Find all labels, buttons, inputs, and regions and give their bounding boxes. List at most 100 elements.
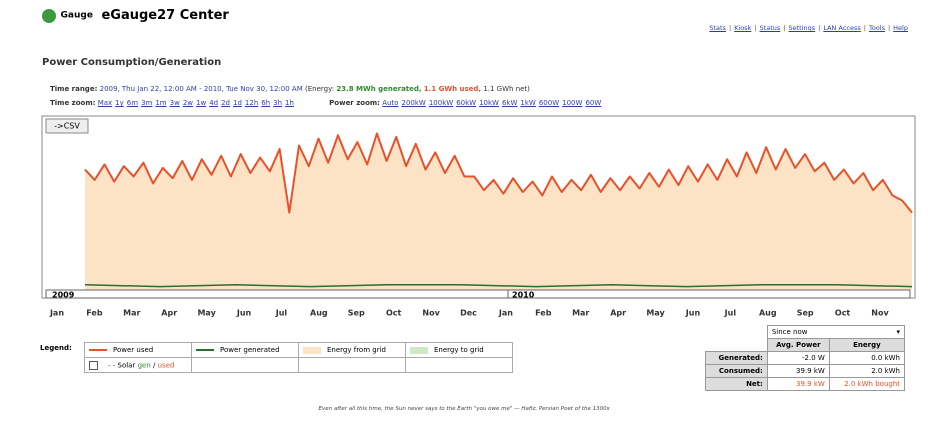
- row-label: Generated:: [705, 351, 768, 365]
- header: Energy: [828, 338, 906, 352]
- stats: Since now ▾ Avg. Power Energy Generated: -2…: [705, 325, 906, 391]
- net: 1.1 GWh net): [483, 85, 530, 93]
- x-tick-label: Aug: [310, 309, 328, 318]
- swatch: [410, 346, 428, 354]
- energy-prefix: (Energy:: [304, 85, 335, 93]
- zoom-link[interactable]: Auto: [382, 99, 399, 107]
- legend-item: Power used: [84, 342, 192, 358]
- label: Time zoom:: [50, 99, 96, 107]
- header: Avg. Power: [766, 338, 830, 352]
- nav-link[interactable]: LAN Access: [823, 24, 861, 32]
- period[interactable]: Since now: [771, 328, 808, 336]
- nav-link[interactable]: Help: [893, 24, 908, 32]
- x-tick-label: Jul: [275, 309, 288, 318]
- year-strip: [45, 289, 911, 299]
- legend-text: Energy to grid: [434, 346, 484, 354]
- zoom-link[interactable]: 60kW: [456, 99, 477, 107]
- nav-link[interactable]: Kiosk: [734, 24, 752, 32]
- series-line: [84, 132, 913, 214]
- zoom-link[interactable]: 600W: [538, 99, 560, 107]
- used: 1.1 GWh used,: [423, 85, 482, 93]
- x-tick-label: Jul: [724, 309, 737, 318]
- zoom-bar: Time zoom: Max 1y 6m 3m 1m 3w 2w 1w 4d 2d 1d 12h 6h 3…: [50, 99, 604, 107]
- cell: 2.0 kWh bought: [828, 377, 906, 391]
- legend-item: [191, 357, 299, 373]
- legend-item: [405, 357, 513, 373]
- range: 2009, Thu Jan 22, 12:00 AM - 2010, Tue N…: [99, 85, 303, 93]
- legend-text: Solar: [117, 361, 136, 369]
- zoom-link[interactable]: 10kW: [479, 99, 499, 107]
- checkbox[interactable]: [89, 360, 98, 370]
- legend-item: Power generated: [191, 342, 299, 358]
- series-line: [84, 284, 913, 288]
- csv-label[interactable]: ->CSV: [54, 122, 80, 131]
- x-tick-label: Nov: [871, 309, 889, 318]
- swatch: [303, 346, 321, 354]
- x-tick-label: Feb: [86, 309, 103, 318]
- generated: 23.8 MWh generated,: [336, 85, 422, 93]
- dash: - -: [108, 361, 116, 369]
- zoom-link[interactable]: 2w: [182, 99, 193, 107]
- cell: 2.0 kWh: [828, 364, 906, 378]
- zoom-link[interactable]: 1y: [115, 99, 124, 107]
- x-tick-label: Apr: [610, 309, 626, 318]
- x-tick-label: Mar: [123, 309, 140, 318]
- power-zoom-links: Auto 200kW 100kW 60kW 10kW 6kW 1kW 600W 100W 60W: [382, 99, 604, 107]
- legend-text: Power generated: [220, 346, 280, 354]
- swatch: [89, 349, 107, 351]
- cell: 0.0 kWh: [828, 351, 906, 365]
- x-tick-label: Jan: [49, 309, 64, 318]
- zoom-link[interactable]: 3m: [141, 99, 153, 107]
- nav-link[interactable]: Settings: [788, 24, 816, 32]
- period-select[interactable]: Since now ▾: [766, 325, 906, 339]
- x-tick-label: Dec: [460, 309, 477, 318]
- zoom-link[interactable]: 1d: [233, 99, 242, 107]
- x-tick-label: Nov: [422, 309, 440, 318]
- nav-link[interactable]: Tools: [868, 24, 885, 32]
- zoom-link[interactable]: 6m: [126, 99, 139, 107]
- zoom-link[interactable]: 2d: [221, 99, 230, 107]
- select-arrow[interactable]: ▾: [896, 328, 900, 336]
- legend: Power used Power generated Energy from g…: [84, 342, 513, 373]
- zoom-link[interactable]: 100kW: [428, 99, 454, 107]
- zoom-link[interactable]: 100W: [562, 99, 583, 107]
- cell: -2.0 W: [766, 351, 830, 365]
- cell: [706, 326, 768, 339]
- nav-link[interactable]: Status: [759, 24, 781, 32]
- csv-button[interactable]: [45, 118, 89, 134]
- nav-link[interactable]: Stats: [709, 24, 726, 32]
- zoom-link[interactable]: 60W: [585, 99, 602, 107]
- x-tick-label: May: [197, 309, 216, 318]
- footer: Even after all this time, the Sun never …: [318, 406, 610, 412]
- legend-text: Power used: [113, 346, 154, 354]
- zoom-link[interactable]: 3w: [169, 99, 180, 107]
- zoom-link[interactable]: 4d: [209, 99, 219, 107]
- time-range: Time range: 2009, Thu Jan 22, 12:00 AM -…: [50, 85, 530, 93]
- zoom-link[interactable]: 1m: [155, 99, 167, 107]
- cell: 39.9 kW: [766, 364, 830, 378]
- logo[interactable]: Gauge eGauge27 Center: [42, 8, 229, 23]
- legend-text: Energy from grid: [327, 346, 386, 354]
- legend-item: Energy to grid: [405, 342, 513, 358]
- zoom-link[interactable]: 3h: [273, 99, 283, 107]
- zoom-link[interactable]: 6h: [261, 99, 271, 107]
- app-title: eGauge27 Center: [101, 8, 229, 23]
- zoom-link[interactable]: 1w: [196, 99, 207, 107]
- zoom-link[interactable]: Max: [97, 99, 113, 107]
- zoom-link[interactable]: 1kW: [520, 99, 536, 107]
- x-tick-label: Aug: [759, 309, 777, 318]
- x-tick-label: Mar: [572, 309, 589, 318]
- cell: [706, 339, 768, 352]
- legend-item: [298, 357, 406, 373]
- zoom-link[interactable]: 200kW: [401, 99, 426, 107]
- x-tick-label: Jun: [236, 309, 252, 318]
- zoom-link[interactable]: 6kW: [501, 99, 518, 107]
- time-zoom-links: Max 1y 6m 3m 1m 3w 2w 1w 4d 2d 1d 12h 6h 3h 1h: [98, 99, 297, 107]
- year-label: 2009: [52, 291, 75, 300]
- separator: |: [818, 24, 821, 32]
- zoom-link[interactable]: 1h: [285, 99, 294, 107]
- separator: |: [887, 24, 891, 32]
- x-tick-label: Oct: [835, 309, 851, 318]
- zoom-link[interactable]: 12h: [244, 99, 259, 107]
